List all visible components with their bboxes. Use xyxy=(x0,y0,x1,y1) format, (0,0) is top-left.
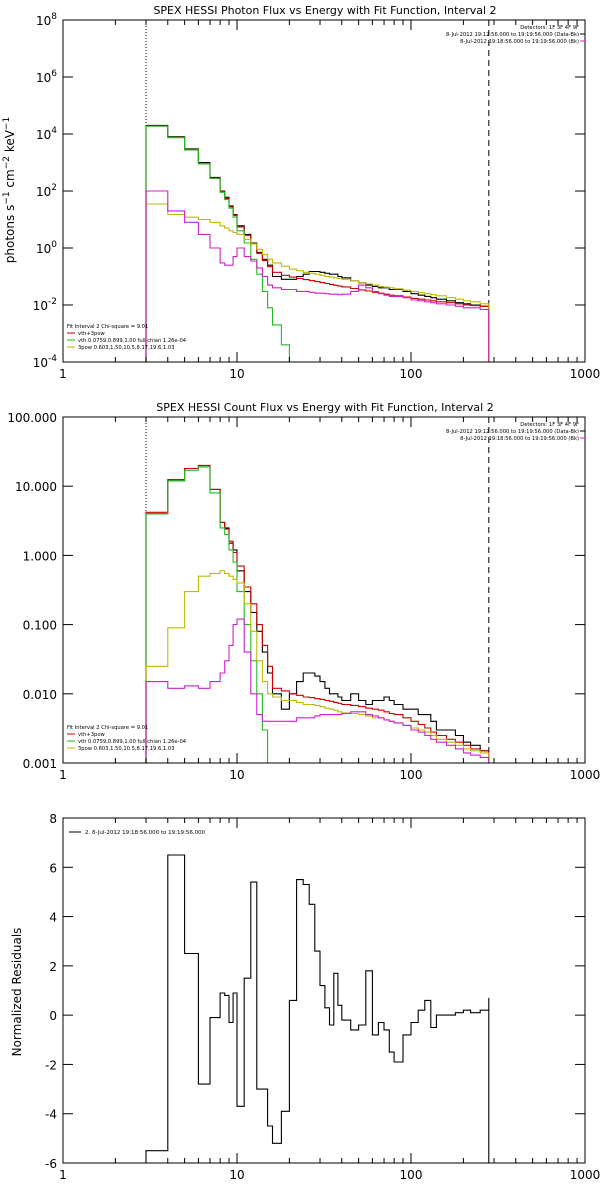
count-flux-ytick-label: 0.010 xyxy=(23,688,57,702)
count-flux-xtick-label: 1 xyxy=(59,768,67,782)
photon-flux-ylabel: photons s−1 cm−2 keV−1 xyxy=(2,117,17,263)
residuals-ytick-label: 2 xyxy=(49,960,57,974)
photon-flux-xtick-label: 1 xyxy=(59,367,67,381)
photon-flux-axes-frame xyxy=(62,19,586,363)
residuals-ytick-label: -2 xyxy=(45,1058,57,1072)
count-flux-xtick-label: 10 xyxy=(229,768,244,782)
count-flux-series-line xyxy=(145,618,490,763)
photon-flux-fit-line: Fit Interval 2 Chi-square = 9.01 xyxy=(67,324,148,330)
count-flux-fit-line: 3pow 0.603,1.50,10.5,8.17,19.6,1.03 xyxy=(78,746,175,752)
count-flux-ytick-label: 0.100 xyxy=(23,619,57,633)
photon-flux-header-line: 8-Jul-2012 19:12:56.000 to 19:19:56.000 … xyxy=(446,32,579,38)
photon-flux-series-line xyxy=(145,125,490,362)
photon-flux-series-line xyxy=(145,125,290,362)
photon-flux-header-line: 8-Jul-2012 19:18:56.000 to 19:19:56.000 … xyxy=(460,39,579,45)
photon-flux-series-line xyxy=(145,203,490,362)
residuals-legend: 2. 8-Jul-2012 19:18:56.000 to 19:19:56.0… xyxy=(69,830,206,836)
photon-flux-ytick-label: 10-2 xyxy=(33,297,57,313)
photon-flux-panel: SPEX HESSI Photon Flux vs Energy with Fi… xyxy=(2,4,600,381)
count-flux-title: SPEX HESSI Count Flux vs Energy with Fit… xyxy=(156,401,493,414)
count-flux-header-line: 8-Jul-2012 19:18:56.000 to 19:19:56.000 … xyxy=(460,436,579,442)
photon-flux-series-layer xyxy=(145,20,490,362)
photon-flux-series-line xyxy=(145,124,490,362)
count-flux-series-line xyxy=(145,464,490,763)
count-flux-series-layer xyxy=(145,417,490,763)
count-flux-xtick-label: 100 xyxy=(400,768,423,782)
photon-flux-fit-line: vth+3pow xyxy=(78,331,106,337)
count-flux-fit-line: vth 0.0759,0.899,1.00 full chian 1.26e-0… xyxy=(78,739,187,745)
photon-flux-header: Detectors: 1F 3F 4F 9F8-Jul-2012 19:12:5… xyxy=(446,25,585,45)
count-flux-header-line: 8-Jul-2012 19:12:56.000 to 19:19:56.000 … xyxy=(446,429,579,435)
residuals-ticks: 1 10 100 1000 -6 -4 -2 0 2 4 6 8 xyxy=(45,812,600,1182)
residuals-ytick-label: -4 xyxy=(45,1108,57,1122)
photon-flux-xtick-label: 100 xyxy=(400,367,423,381)
residuals-ytick-label: -6 xyxy=(45,1157,57,1171)
photon-flux-fit-line: 3pow 0.603,1.50,10.5,8.17,19.6,1.03 xyxy=(78,345,175,351)
photon-flux-header-line: Detectors: 1F 3F 4F 9F xyxy=(520,25,579,31)
residuals-panel: Normalized Residuals 1 10 100 1000 -6 -4 -2 0 2 4… xyxy=(10,812,600,1182)
photon-flux-ytick-label: 100 xyxy=(36,240,57,256)
photon-flux-xtick-label: 10 xyxy=(229,367,244,381)
count-flux-ytick-label: 100.000 xyxy=(7,411,57,425)
residuals-series-layer xyxy=(145,854,490,1163)
photon-flux-ytick-label: 104 xyxy=(36,126,57,142)
photon-flux-title: SPEX HESSI Photon Flux vs Energy with Fi… xyxy=(153,4,496,17)
count-flux-panel: SPEX HESSI Count Flux vs Energy with Fit… xyxy=(7,401,600,782)
count-flux-fit-line: Fit Interval 2 Chi-square = 9.01 xyxy=(67,725,148,731)
residuals-ylabel: Normalized Residuals xyxy=(10,928,24,1057)
count-flux-fit-legend: Fit Interval 2 Chi-square = 9.01vth+3pow… xyxy=(67,725,187,752)
residuals-legend-text: 2. 8-Jul-2012 19:18:56.000 to 19:19:56.0… xyxy=(85,830,206,836)
residuals-xtick-label: 10 xyxy=(229,1168,244,1182)
count-flux-axes-frame xyxy=(62,416,586,764)
count-flux-series-line xyxy=(145,466,269,763)
photon-flux-ytick-label: 10-4 xyxy=(33,354,58,370)
residuals-xtick-label: 100 xyxy=(400,1168,423,1182)
photon-flux-ytick-label: 108 xyxy=(36,12,57,28)
residuals-xtick-label: 1000 xyxy=(570,1168,600,1182)
residuals-ytick-label: 6 xyxy=(49,861,57,875)
count-flux-ytick-label: 0.001 xyxy=(23,757,57,771)
photon-flux-xtick-label: 1000 xyxy=(570,367,600,381)
photon-flux-fit-legend: Fit Interval 2 Chi-square = 9.01vth+3pow… xyxy=(67,324,187,351)
count-flux-fit-line: vth+3pow xyxy=(78,732,106,738)
residuals-axes-frame xyxy=(62,817,586,1164)
count-flux-header: Detectors: 1F 3F 4F 9F8-Jul-2012 19:12:5… xyxy=(446,422,585,442)
residuals-ytick-label: 8 xyxy=(49,812,57,826)
residuals-series-line xyxy=(145,854,490,1163)
photon-flux-ytick-label: 106 xyxy=(36,69,57,85)
count-flux-ytick-label: 10.000 xyxy=(15,480,57,494)
count-flux-series-line xyxy=(145,570,490,763)
residuals-ytick-label: 0 xyxy=(49,1009,57,1023)
residuals-ytick-label: 4 xyxy=(49,911,57,925)
photon-flux-ytick-label: 102 xyxy=(36,183,57,199)
residuals-xtick-label: 1 xyxy=(59,1168,67,1182)
photon-flux-series-line xyxy=(145,190,490,362)
count-flux-xtick-label: 1000 xyxy=(570,768,600,782)
count-flux-series-line xyxy=(145,466,490,763)
count-flux-ytick-label: 1.000 xyxy=(23,549,57,563)
photon-flux-fit-line: vth 0.0759,0.899,1.00 full chian 1.26e-0… xyxy=(78,338,187,344)
count-flux-header-line: Detectors: 1F 3F 4F 9F xyxy=(520,422,579,428)
count-flux-ticks: 1 10 100 1000 0.001 0.010 0.100 1.000 10.000 100.… xyxy=(7,411,600,782)
